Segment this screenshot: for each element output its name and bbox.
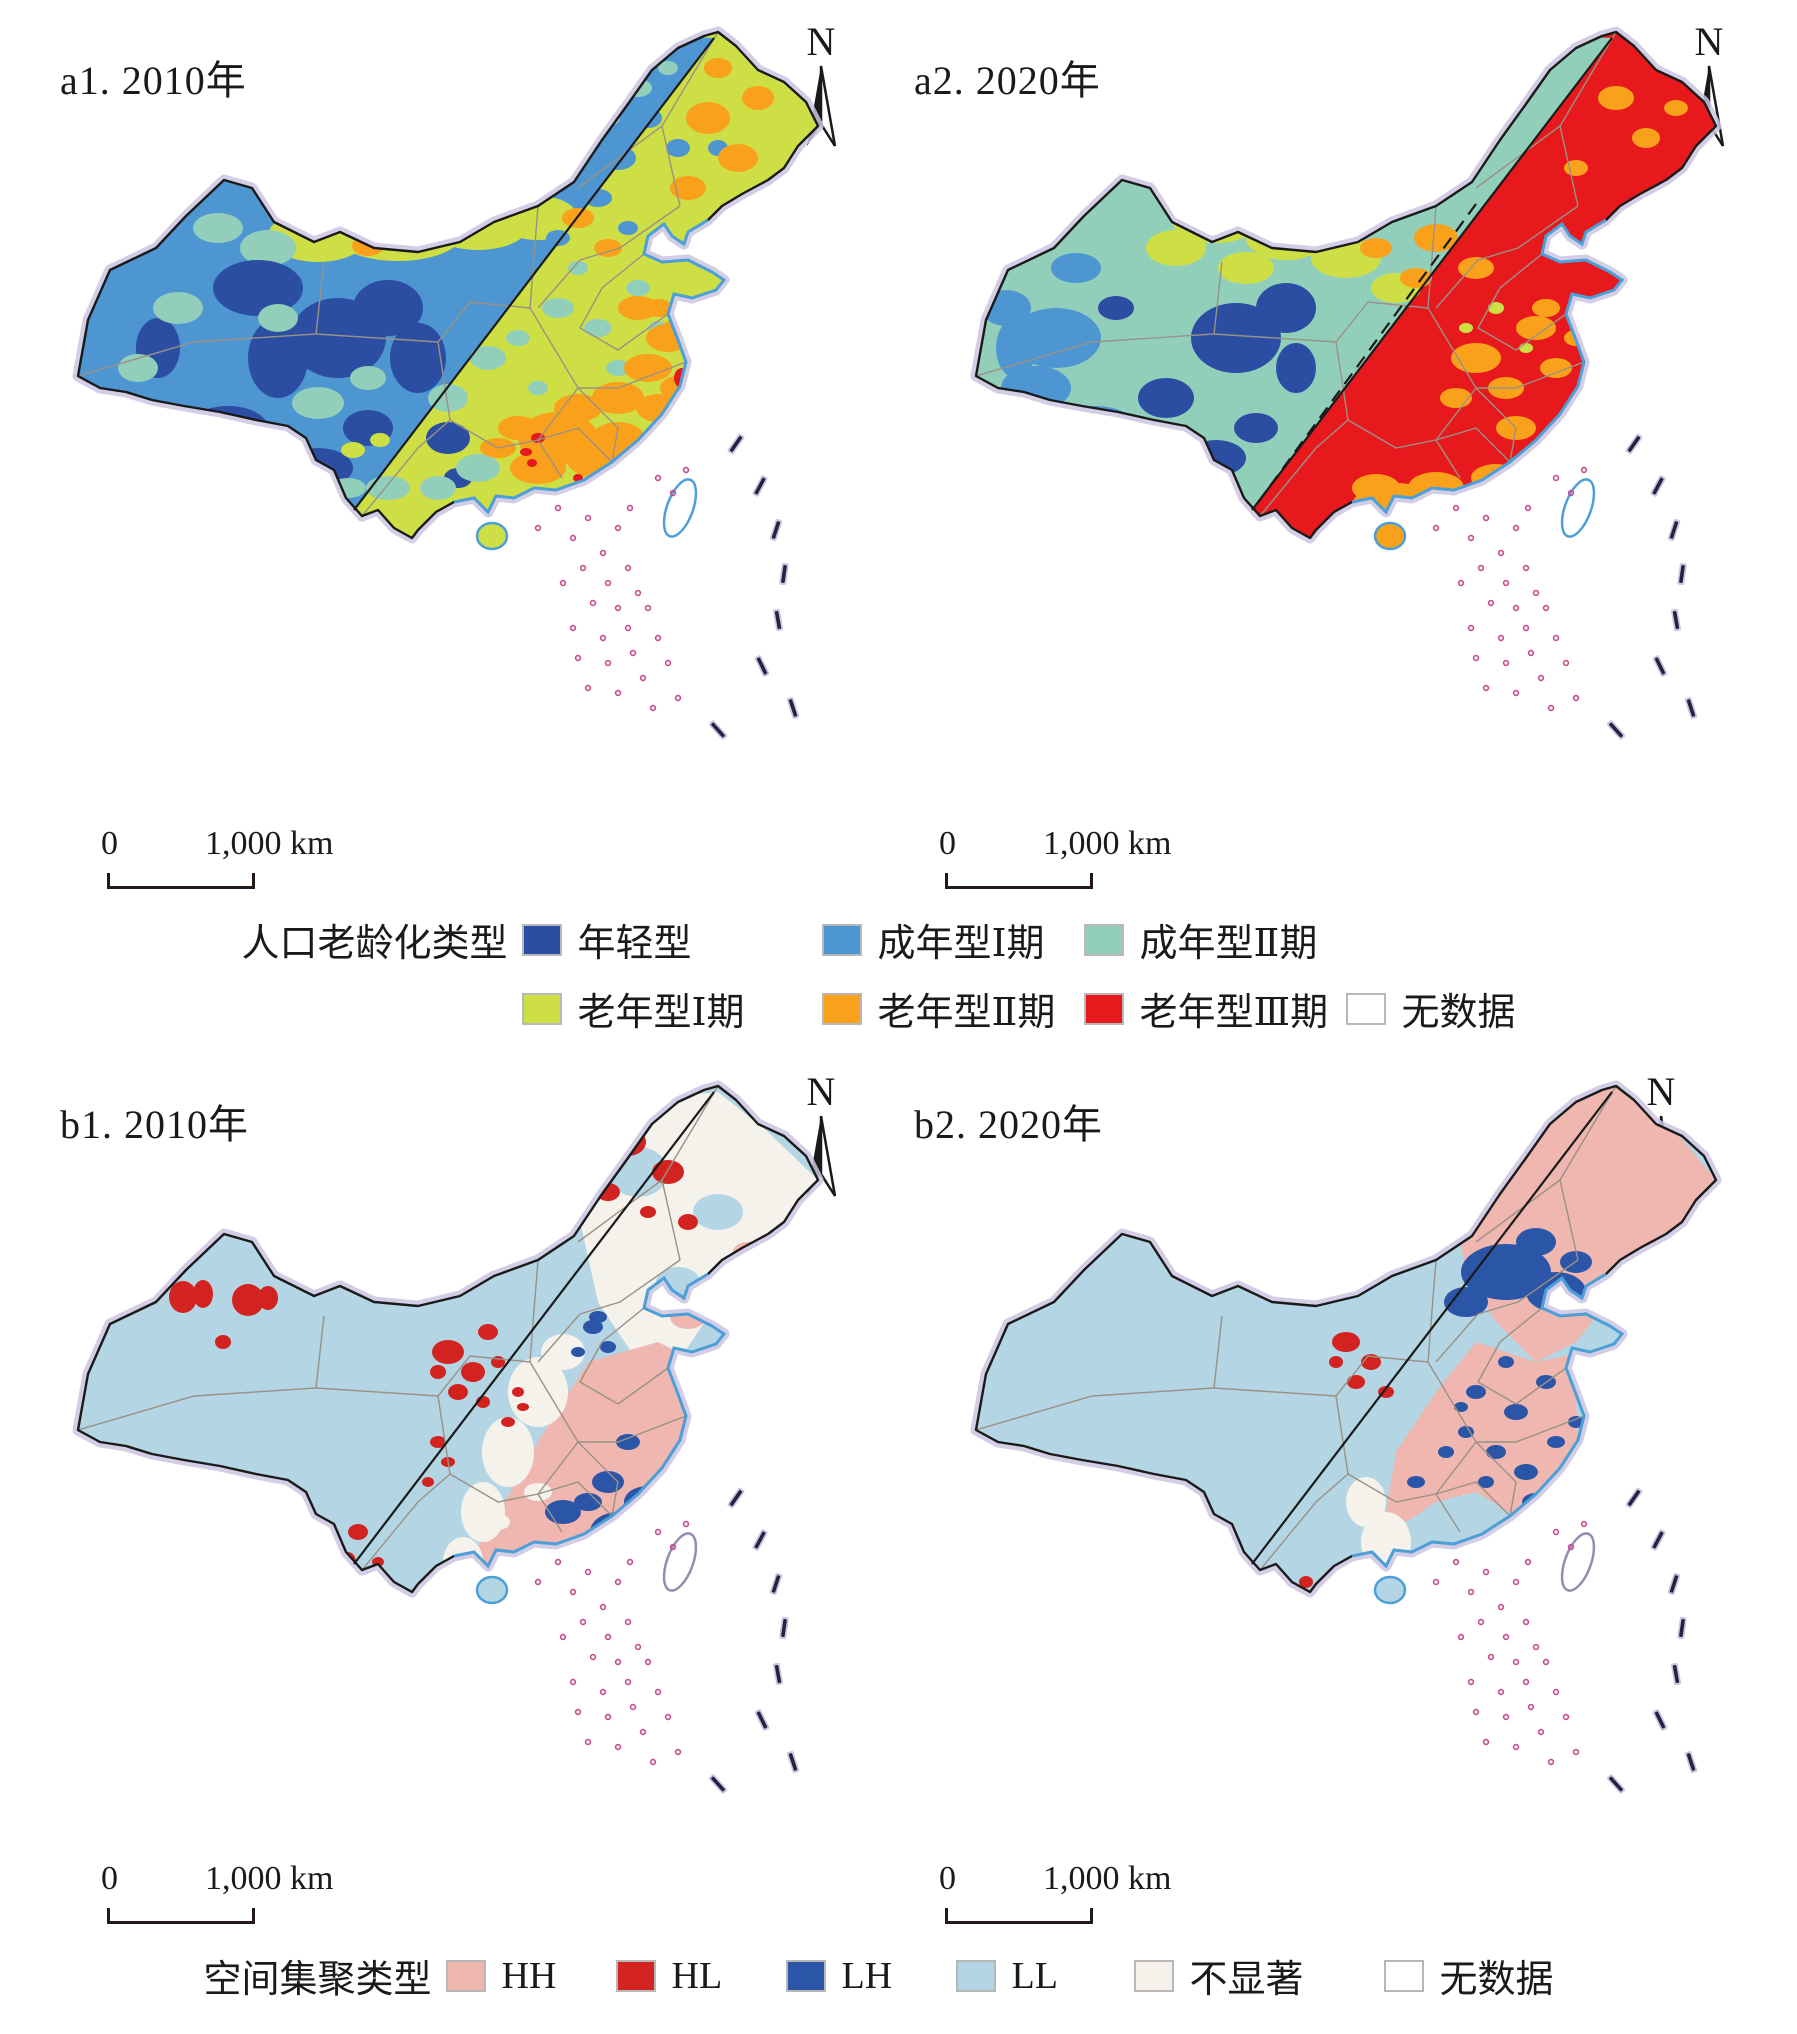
scale-bar: 0 1,000 km: [923, 1860, 1223, 1930]
scale-bar: 0 1,000 km: [923, 825, 1223, 895]
china-map-a1: [72, 26, 824, 740]
legend-item-old3: 老年型Ⅲ期: [1083, 981, 1346, 1036]
china-map-b1: [72, 1080, 824, 1794]
scale-zero: 0: [101, 1860, 118, 1897]
scale-zero: 0: [939, 1860, 956, 1897]
scale-distance: 1,000 km: [205, 1860, 334, 1897]
legend-swatch-adult1: [821, 923, 862, 956]
scale-bar: 0 1,000 km: [85, 825, 385, 895]
scale-zero: 0: [939, 825, 956, 862]
legend-item-nodata2: 无数据: [1383, 1948, 1594, 2003]
north-arrow: N: [786, 1072, 856, 1200]
north-label: N: [806, 1069, 836, 1114]
legend-aging-title: 人口老龄化类型: [241, 923, 508, 965]
legend-swatch-old1: [521, 992, 562, 1025]
legend-label-old3: 老年型Ⅲ期: [1139, 992, 1329, 1034]
scale-distance: 1,000 km: [1043, 825, 1172, 862]
legend-item-old2: 老年型Ⅱ期: [821, 981, 1084, 1036]
legend-label-ns: 不显著: [1189, 1959, 1304, 2001]
legend-cluster-title: 空间集聚类型: [203, 1959, 432, 2001]
scale-bracket: [945, 1908, 1093, 1924]
scale-bar: 0 1,000 km: [85, 1860, 385, 1930]
scale-bracket: [107, 873, 255, 889]
legend-label-LH: LH: [841, 1954, 893, 1997]
legend-cluster-types: 空间集聚类型 HH HL LH LL 不显著 无数据: [0, 1948, 1797, 2003]
legend-swatch-ns: [1133, 1959, 1174, 1992]
scale-zero: 0: [101, 825, 118, 862]
legend-swatch-LL: [955, 1959, 996, 1992]
north-label: N: [806, 19, 836, 64]
china-map-b2: [970, 1080, 1722, 1794]
legend-item-nodata: 无数据: [1345, 981, 1556, 1036]
panel-a2-2020-aging: a2. 2020年 N 0 1,000 km: [898, 0, 1796, 1040]
legend-item-HH: HH: [445, 1954, 616, 1998]
legend-label-HL: HL: [671, 1954, 723, 1997]
scale-bracket: [945, 873, 1093, 889]
legend-label-adult2: 成年型Ⅱ期: [1139, 923, 1318, 965]
legend-item-LL: LL: [955, 1954, 1134, 1998]
north-label: N: [1646, 1069, 1676, 1114]
panel-title: a1. 2010年: [60, 58, 247, 103]
legend-item-old1: 老年型Ⅰ期: [521, 981, 822, 1036]
legend-item-LH: LH: [785, 1954, 956, 1998]
legend-swatch-young: [521, 923, 562, 956]
scale-bracket: [107, 1908, 255, 1924]
legend-swatch-HL: [615, 1959, 656, 1992]
legend-swatch-adult2: [1083, 923, 1124, 956]
legend-item-HL: HL: [615, 1954, 786, 1998]
scale-distance: 1,000 km: [205, 825, 334, 862]
china-map-a2: [970, 26, 1722, 740]
panel-a1-2010-aging: a1. 2010年 N 0 1,000 km: [0, 0, 898, 1040]
legend-label-old1: 老年型Ⅰ期: [577, 992, 745, 1034]
map-b1: [18, 1062, 838, 1827]
panel-title: b1. 2010年: [60, 1102, 249, 1147]
legend-swatch-nodata2: [1383, 1959, 1424, 1992]
legend-label-young: 年轻型: [577, 923, 692, 965]
panel-title: a2. 2020年: [914, 58, 1101, 103]
legend-swatch-HH: [445, 1959, 486, 1992]
map-a2: [916, 8, 1736, 773]
legend-item-ns: 不显著: [1133, 1948, 1384, 2003]
panel-b1-2010-cluster: b1. 2010年 N 0 1,000 km: [0, 1040, 898, 1955]
legend-label-old2: 老年型Ⅱ期: [877, 992, 1056, 1034]
legend-label-nodata: 无数据: [1401, 992, 1516, 1034]
map-a1: [18, 8, 838, 773]
legend-label-adult1: 成年型Ⅰ期: [877, 923, 1045, 965]
legend-item-young: 年轻型: [521, 912, 822, 967]
legend-swatch-old2: [821, 992, 862, 1025]
north-label: N: [1694, 19, 1724, 64]
map-b2: [916, 1062, 1736, 1827]
scale-distance: 1,000 km: [1043, 1860, 1172, 1897]
legend-swatch-old3: [1083, 992, 1124, 1025]
legend-swatch-nodata: [1345, 992, 1386, 1025]
panel-title: b2. 2020年: [914, 1102, 1103, 1147]
panel-b2-2020-cluster: b2. 2020年 N 0 1,000 km: [898, 1040, 1796, 1955]
legend-swatch-LH: [785, 1959, 826, 1992]
legend-item-adult2: 成年型Ⅱ期: [1083, 912, 1346, 967]
legend-label-HH: HH: [501, 1954, 557, 1997]
legend-label-LL: LL: [1011, 1954, 1058, 1997]
legend-label-nodata2: 无数据: [1439, 1959, 1554, 2001]
legend-item-adult1: 成年型Ⅰ期: [821, 912, 1084, 967]
